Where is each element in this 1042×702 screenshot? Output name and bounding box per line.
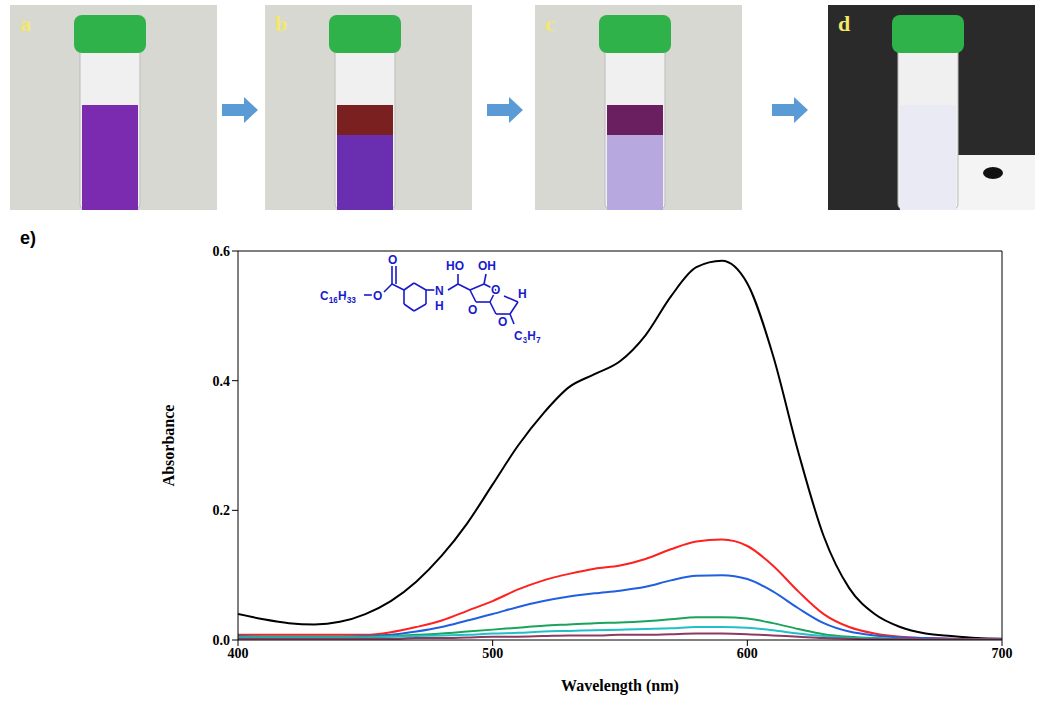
svg-text:0.2: 0.2 xyxy=(213,503,231,518)
svg-text:c: c xyxy=(545,11,555,36)
svg-text:O: O xyxy=(498,315,507,329)
svg-text:0.0: 0.0 xyxy=(213,633,231,648)
svg-text:600: 600 xyxy=(737,646,758,661)
svg-text:500: 500 xyxy=(482,646,503,661)
svg-text:b: b xyxy=(275,11,287,36)
svg-text:C16H33: C16H33 xyxy=(320,289,356,305)
svg-text:C3H7: C3H7 xyxy=(514,329,541,345)
svg-text:O: O xyxy=(468,303,477,317)
svg-text:H: H xyxy=(518,287,527,301)
html-text:e): e) xyxy=(20,228,36,248)
svg-text:0.4: 0.4 xyxy=(213,374,231,389)
svg-text:H: H xyxy=(435,299,444,313)
svg-text:O: O xyxy=(373,289,382,303)
svg-text:HO: HO xyxy=(446,259,464,273)
svg-text:OH: OH xyxy=(478,259,496,273)
svg-text:Absorbance: Absorbance xyxy=(160,405,177,487)
svg-text:d: d xyxy=(838,11,850,36)
svg-text:0.6: 0.6 xyxy=(213,244,231,259)
svg-text:700: 700 xyxy=(992,646,1013,661)
svg-text:400: 400 xyxy=(228,646,249,661)
svg-text:a: a xyxy=(20,11,31,36)
svg-text:O: O xyxy=(388,253,397,267)
svg-text:O: O xyxy=(491,283,500,297)
svg-text:N: N xyxy=(435,284,444,298)
svg-text:Wavelength (nm): Wavelength (nm) xyxy=(561,677,679,695)
